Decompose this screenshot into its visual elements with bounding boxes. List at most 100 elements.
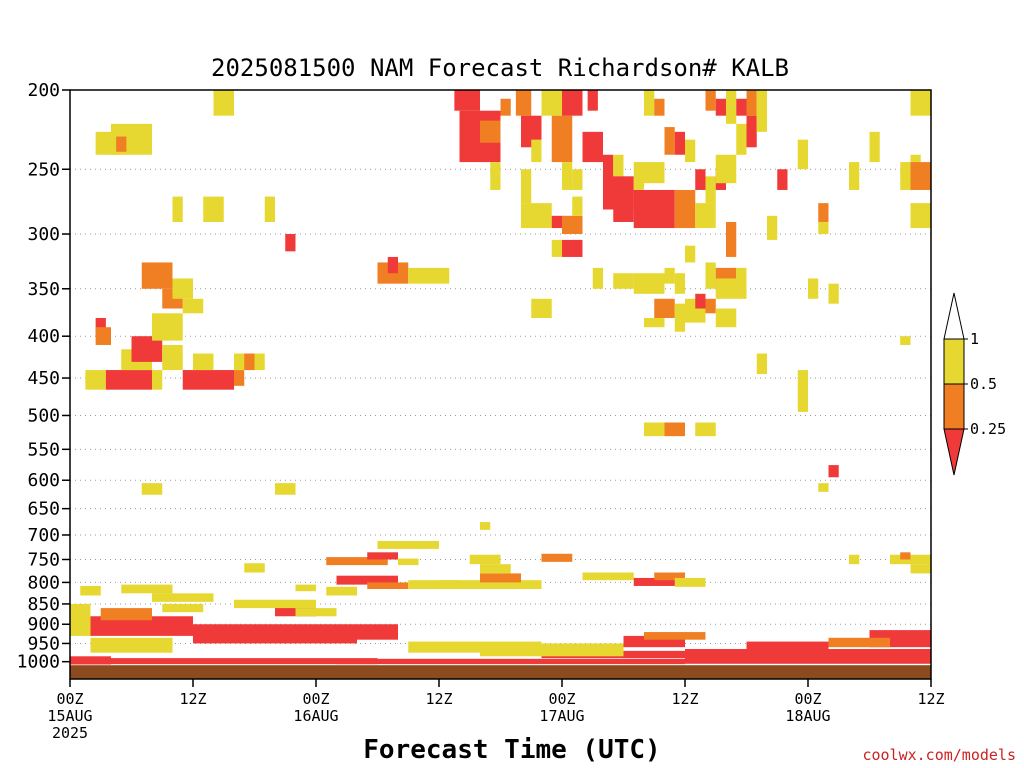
legend-label-2: 0.25 bbox=[970, 420, 1006, 438]
ri-cell-84 bbox=[172, 196, 183, 222]
ri-cell-48 bbox=[900, 552, 911, 560]
ri-cell-167 bbox=[756, 353, 767, 375]
ri-cell-156 bbox=[777, 169, 788, 190]
ri-cell-154 bbox=[756, 90, 767, 132]
ri-cell-22 bbox=[644, 632, 706, 640]
ri-cell-83 bbox=[131, 123, 152, 155]
y-tick-label-700: 700 bbox=[27, 525, 60, 546]
ri-cell-123 bbox=[644, 317, 665, 328]
ri-cell-54 bbox=[644, 422, 665, 437]
ri-cell-151 bbox=[746, 90, 757, 116]
ri-cell-28 bbox=[336, 575, 398, 585]
y-tick-label-1000: 1000 bbox=[17, 652, 60, 673]
ri-cell-18 bbox=[90, 637, 173, 653]
ri-cell-111 bbox=[572, 169, 583, 190]
ri-cell-21 bbox=[623, 635, 685, 648]
ri-cell-65 bbox=[234, 370, 245, 386]
ri-cell-56 bbox=[695, 422, 716, 437]
x-tick-year-0: 2025 bbox=[52, 724, 88, 742]
ri-cell-1 bbox=[70, 656, 111, 665]
x-axis-title: Forecast Time (UTC) bbox=[363, 735, 660, 765]
ri-cell-35 bbox=[398, 558, 419, 566]
ri-cell-126 bbox=[654, 98, 665, 116]
ri-cell-87 bbox=[213, 90, 234, 116]
ri-cell-88 bbox=[454, 90, 480, 111]
ri-cell-152 bbox=[736, 123, 747, 155]
ri-cell-128 bbox=[674, 131, 685, 155]
credit-text: coolwx.com/models bbox=[862, 746, 1016, 764]
ri-cell-90 bbox=[480, 120, 501, 143]
x-tick-label-1: 12Z bbox=[179, 690, 206, 708]
ri-cell-166 bbox=[910, 90, 931, 116]
ri-cell-13 bbox=[100, 608, 152, 621]
ri-cell-75 bbox=[244, 353, 255, 371]
ri-cell-113 bbox=[531, 298, 552, 318]
ri-cell-72 bbox=[172, 278, 193, 299]
plot-frame bbox=[69, 89, 932, 680]
ri-cell-59 bbox=[105, 370, 152, 390]
ri-cell-42 bbox=[582, 572, 634, 581]
ri-cell-52 bbox=[818, 483, 829, 492]
ri-cell-118 bbox=[633, 162, 644, 190]
ri-cell-86 bbox=[264, 196, 275, 222]
ri-cell-17 bbox=[295, 608, 337, 617]
legend-label-0: 1 bbox=[970, 330, 979, 348]
ri-cell-158 bbox=[818, 203, 829, 222]
ri-cell-60 bbox=[152, 370, 163, 390]
ri-cell-147 bbox=[705, 90, 716, 111]
ri-cell-142 bbox=[715, 154, 737, 184]
y-tick-label-950: 950 bbox=[27, 633, 60, 654]
ri-cell-135 bbox=[674, 303, 685, 332]
x-tick-label-3: 12Z bbox=[425, 690, 452, 708]
ri-cell-138 bbox=[705, 298, 716, 314]
ri-cell-36 bbox=[244, 563, 265, 573]
ri-cell-70 bbox=[141, 262, 173, 289]
ri-cell-85 bbox=[203, 196, 224, 222]
ri-cell-119 bbox=[644, 162, 665, 184]
ri-cell-148 bbox=[715, 98, 726, 116]
ri-cell-55 bbox=[664, 422, 685, 437]
ri-cell-15 bbox=[162, 603, 204, 613]
legend-label-1: 0.5 bbox=[970, 375, 997, 393]
ri-cell-120 bbox=[613, 273, 634, 289]
ri-cell-14 bbox=[70, 603, 91, 636]
ri-cell-109 bbox=[572, 196, 583, 216]
ri-cell-67 bbox=[152, 313, 183, 341]
ri-cell-69 bbox=[95, 327, 111, 345]
x-tick-date-2: 16AUG bbox=[293, 707, 338, 725]
ri-cell-92 bbox=[515, 90, 532, 116]
ri-cell-91 bbox=[500, 98, 511, 116]
ri-cell-155 bbox=[767, 215, 778, 240]
ri-cell-132 bbox=[695, 203, 716, 229]
ri-cell-20 bbox=[480, 643, 624, 657]
ri-cell-64 bbox=[182, 370, 234, 390]
ri-cell-33 bbox=[326, 557, 388, 566]
ri-cell-53 bbox=[828, 465, 839, 478]
ri-cell-6 bbox=[746, 641, 829, 655]
ri-cell-12 bbox=[357, 624, 398, 640]
ri-cell-107 bbox=[562, 239, 583, 257]
y-tick-label-800: 800 bbox=[27, 572, 60, 593]
ri-cell-170 bbox=[808, 278, 819, 299]
ri-cell-139 bbox=[705, 262, 716, 289]
ri-cell-51 bbox=[275, 483, 296, 495]
ri-cell-162 bbox=[900, 162, 911, 190]
ri-cell-32 bbox=[480, 573, 521, 583]
ri-cell-159 bbox=[818, 221, 829, 235]
ri-cell-49 bbox=[910, 564, 931, 574]
legend-arrow-bottom bbox=[943, 428, 965, 476]
x-tick-date-0: 15AUG bbox=[47, 707, 92, 725]
ri-cell-63 bbox=[162, 344, 183, 371]
ri-cell-79 bbox=[408, 267, 450, 284]
x-tick-label-7: 12Z bbox=[917, 690, 944, 708]
ri-cell-106 bbox=[551, 239, 562, 257]
ri-cell-161 bbox=[869, 131, 880, 163]
x-tick-label-2: 00Z bbox=[302, 690, 329, 708]
ri-cell-29 bbox=[367, 582, 409, 590]
ri-cell-76 bbox=[285, 234, 296, 252]
y-tick-label-250: 250 bbox=[27, 159, 60, 180]
ri-cell-133 bbox=[685, 245, 696, 263]
x-tick-label-6: 00Z bbox=[794, 690, 821, 708]
